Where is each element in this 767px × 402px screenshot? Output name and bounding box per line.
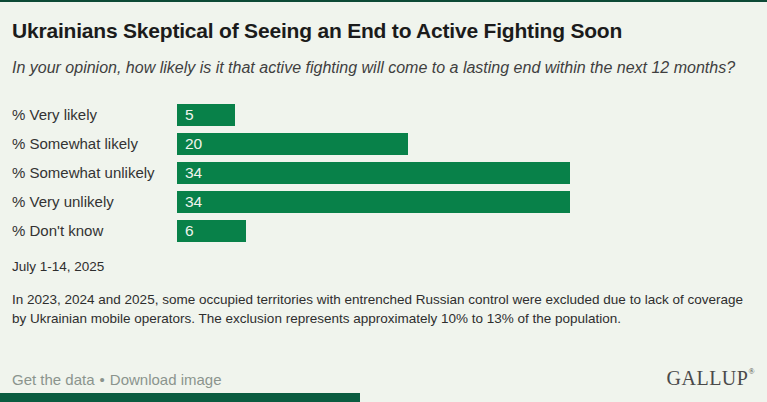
- bar: 6: [177, 220, 246, 242]
- page-title: Ukrainians Skeptical of Seeing an End to…: [12, 18, 755, 43]
- bar-category-label: % Don't know: [12, 222, 177, 239]
- chart-row: % Don't know 6: [12, 220, 755, 242]
- survey-date-range: July 1-14, 2025: [12, 259, 755, 274]
- bar: 20: [177, 133, 408, 155]
- bar-category-label: % Very likely: [12, 106, 177, 123]
- bar-value-label: 34: [177, 193, 202, 211]
- footer-links: Get the data • Download image: [12, 371, 222, 388]
- link-separator: •: [100, 371, 105, 388]
- bar-value-label: 20: [177, 135, 202, 153]
- get-the-data-link[interactable]: Get the data: [12, 371, 95, 388]
- methodology-footnote: In 2023, 2024 and 2025, some occupied te…: [12, 291, 755, 329]
- chart-row: % Very likely 5: [12, 104, 755, 126]
- bar-category-label: % Somewhat unlikely: [12, 164, 177, 181]
- chart-row: % Somewhat likely 20: [12, 133, 755, 155]
- gallup-wordmark: GALLUP: [667, 367, 749, 389]
- bar-track: 6: [177, 220, 755, 242]
- chart-card: Ukrainians Skeptical of Seeing an End to…: [0, 0, 767, 329]
- bar-track: 5: [177, 104, 755, 126]
- bar-value-label: 34: [177, 164, 202, 182]
- bar: 5: [177, 104, 235, 126]
- download-image-link[interactable]: Download image: [110, 371, 222, 388]
- gallup-logo: GALLUP®: [667, 368, 755, 388]
- bar: 34: [177, 162, 570, 184]
- bar-value-label: 5: [177, 106, 194, 124]
- chart-row: % Very unlikely 34: [12, 191, 755, 213]
- bar-track: 20: [177, 133, 755, 155]
- chart-subtitle-question: In your opinion, how likely is it that a…: [12, 55, 755, 81]
- top-accent-line: [0, 0, 767, 2]
- bar-track: 34: [177, 162, 755, 184]
- chart-row: % Somewhat unlikely 34: [12, 162, 755, 184]
- bar-track: 34: [177, 191, 755, 213]
- bar-category-label: % Very unlikely: [12, 193, 177, 210]
- bottom-accent-bar: [0, 393, 360, 402]
- bar-chart: % Very likely 5 % Somewhat likely 20 % S…: [12, 104, 755, 242]
- bar: 34: [177, 191, 570, 213]
- bar-category-label: % Somewhat likely: [12, 135, 177, 152]
- footer: Get the data • Download image GALLUP®: [12, 368, 755, 388]
- bar-value-label: 6: [177, 222, 194, 240]
- registered-trademark-mark: ®: [748, 367, 755, 376]
